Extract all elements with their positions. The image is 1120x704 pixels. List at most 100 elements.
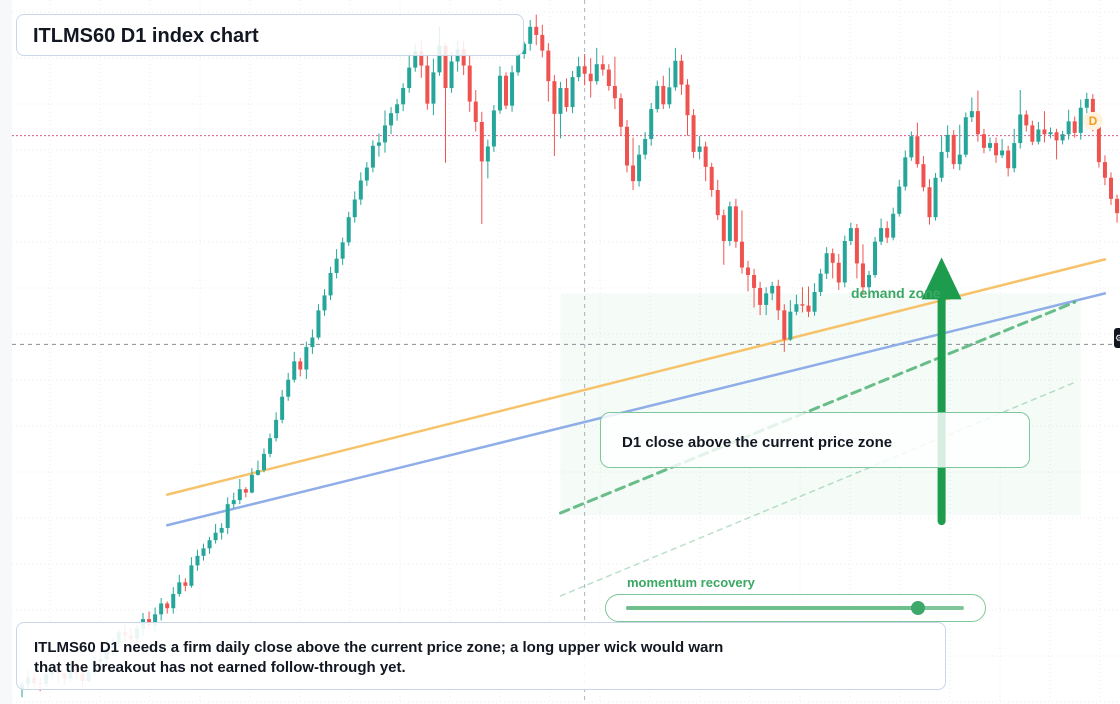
candle: [618, 93, 623, 136]
title-box: ITLMS60 D1 index chart: [16, 14, 524, 56]
candle-body: [746, 267, 750, 275]
candle: [389, 107, 394, 135]
timeframe-badge[interactable]: D: [1083, 112, 1103, 130]
candle: [945, 125, 950, 159]
candle: [231, 492, 236, 509]
candle: [1084, 92, 1089, 114]
candle: [709, 162, 714, 197]
candle: [364, 162, 369, 186]
candle: [600, 55, 605, 76]
candle: [824, 247, 829, 280]
candle: [812, 283, 817, 316]
candle-body: [322, 295, 327, 311]
candle-body: [945, 134, 950, 152]
candle: [558, 81, 563, 139]
candle: [951, 130, 956, 169]
candle-body: [770, 285, 775, 294]
candle: [691, 109, 696, 159]
candle: [612, 56, 617, 110]
candle-body: [873, 241, 878, 275]
candle-body: [1066, 121, 1071, 135]
candle-body: [975, 111, 980, 135]
candle-body: [183, 582, 188, 586]
candle-body: [860, 263, 865, 288]
candle-body: [1048, 132, 1053, 135]
candle-body: [631, 165, 636, 182]
momentum-slider[interactable]: [605, 594, 986, 622]
candle: [697, 136, 702, 160]
candle: [546, 43, 551, 102]
candle-body: [268, 438, 273, 454]
candle-body: [588, 73, 593, 82]
candle-body: [213, 532, 218, 541]
candle-body: [225, 504, 230, 528]
candle-body: [625, 126, 629, 166]
candle: [933, 173, 938, 221]
candle: [776, 279, 781, 320]
candle-body: [497, 75, 502, 111]
note-text: ITLMS60 D1 needs a firm daily close abov…: [34, 639, 724, 676]
candle-body: [637, 154, 642, 182]
candle: [1000, 139, 1005, 159]
candle: [818, 268, 823, 297]
candle: [310, 329, 315, 354]
candle: [1109, 172, 1113, 205]
candle-body: [897, 186, 902, 214]
candle-body: [673, 60, 678, 88]
candle: [848, 222, 853, 246]
candle: [485, 139, 490, 179]
candle: [268, 433, 273, 458]
candle-body: [891, 213, 896, 238]
candle-body: [782, 310, 787, 340]
candle: [873, 236, 878, 278]
candle-body: [576, 66, 581, 78]
candle-body: [504, 75, 508, 106]
candle: [752, 268, 757, 308]
candle: [727, 201, 732, 246]
trendline-blue: [165, 292, 1107, 527]
candle-body: [473, 101, 478, 122]
chart-settings-icon[interactable]: ⚙: [1114, 328, 1120, 348]
slider-handle[interactable]: [911, 601, 926, 615]
candle: [1024, 110, 1029, 132]
candle-body: [534, 26, 539, 35]
candle-body: [1084, 98, 1089, 108]
candle-body: [346, 217, 351, 243]
candle-body: [752, 275, 757, 288]
candle: [721, 209, 726, 265]
candle: [921, 156, 926, 192]
candle-body: [1115, 198, 1120, 214]
candle: [582, 54, 587, 86]
candle: [1048, 127, 1053, 139]
candle-body: [165, 603, 170, 609]
candle: [237, 479, 242, 505]
candle-body: [461, 49, 466, 66]
candle-body: [249, 474, 254, 493]
candle-body: [516, 54, 521, 73]
candle-body: [994, 143, 999, 156]
candle: [836, 253, 841, 290]
candle-body: [981, 134, 986, 148]
candle-body: [479, 122, 484, 162]
candle-body: [679, 60, 684, 85]
candle: [473, 90, 478, 132]
candle: [346, 211, 351, 246]
slider-track[interactable]: [626, 601, 964, 615]
candle: [165, 601, 170, 614]
candle-body: [159, 603, 164, 615]
candle-body: [709, 166, 714, 190]
candle: [195, 549, 200, 571]
candle: [171, 587, 176, 614]
candle: [788, 300, 793, 341]
candle: [1060, 130, 1065, 145]
candle-body: [909, 136, 914, 158]
candle: [504, 72, 508, 110]
candle: [1036, 122, 1041, 145]
candle: [594, 47, 599, 85]
candle-body: [528, 26, 533, 44]
close-callout: D1 close above the current price zone: [600, 412, 1030, 468]
candle-body: [703, 146, 708, 167]
candle-body: [867, 275, 871, 288]
candle-body: [286, 379, 291, 397]
